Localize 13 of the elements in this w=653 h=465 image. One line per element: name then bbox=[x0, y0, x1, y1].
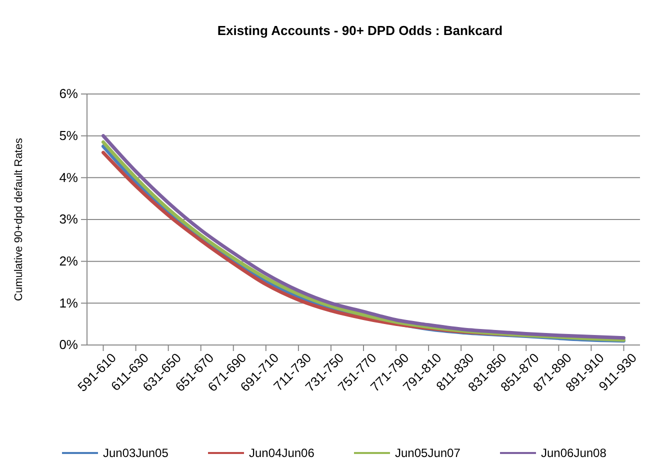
y-tick-label: 1% bbox=[59, 295, 78, 310]
legend-label: Jun06Jun08 bbox=[541, 446, 607, 460]
legend-label: Jun03Jun05 bbox=[103, 446, 169, 460]
y-tick-label: 2% bbox=[59, 253, 78, 268]
y-tick-label: 5% bbox=[59, 128, 78, 143]
y-tick-label: 6% bbox=[59, 86, 78, 102]
legend-label: Jun05Jun07 bbox=[395, 446, 461, 460]
y-tick-label: 0% bbox=[59, 337, 78, 352]
y-tick-label: 4% bbox=[59, 170, 78, 185]
chart-title: Existing Accounts - 90+ DPD Odds : Bankcard bbox=[217, 23, 503, 38]
legend-label: Jun04Jun06 bbox=[249, 446, 315, 460]
y-axis-title: Cumulative 90+dpd default Rates bbox=[13, 138, 25, 301]
y-tick-label: 3% bbox=[59, 212, 78, 227]
